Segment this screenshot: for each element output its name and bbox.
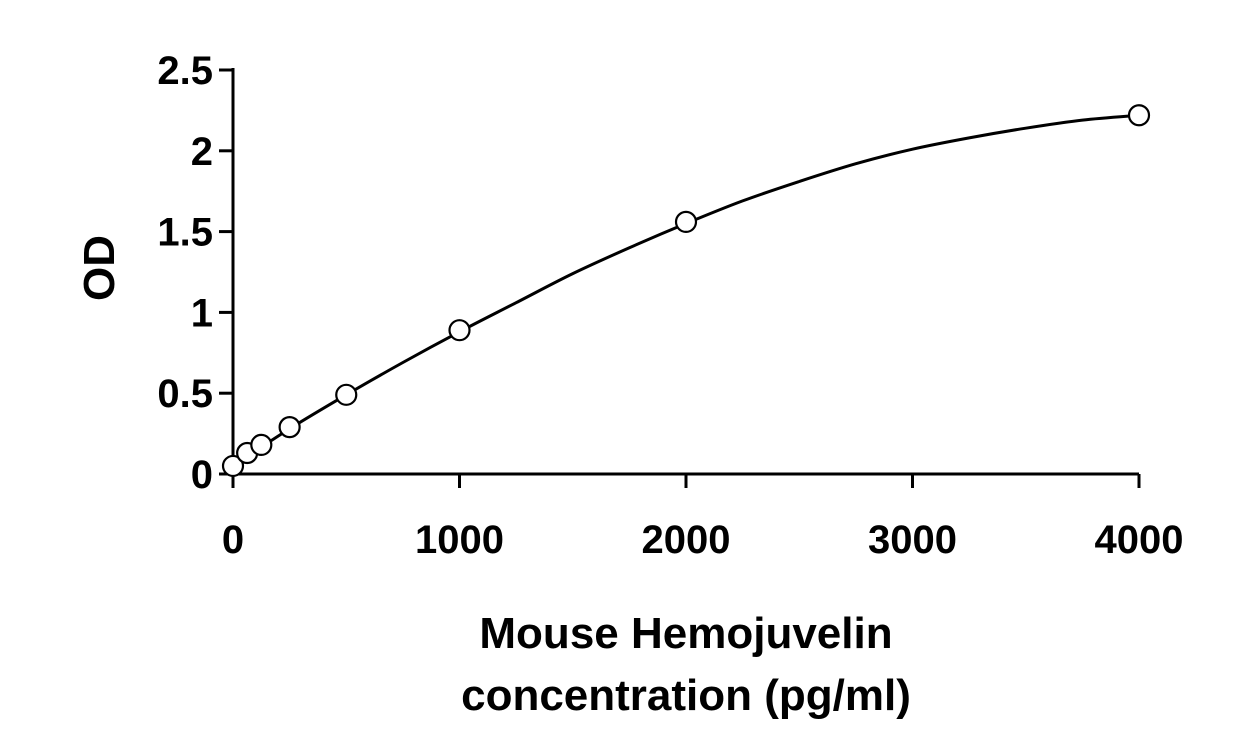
y-tick-label: 2 [191,130,213,174]
y-axis-title: OD [75,235,124,301]
data-point-marker [674,210,698,234]
data-point-marker [250,433,273,457]
x-tick-label: 0 [222,518,244,562]
axis-titles: OD Mouse Hemojuvelin concentration (pg/m… [75,235,911,720]
x-tick-label: 1000 [415,518,504,562]
y-axis-ticks: 0 0.5 1 1.5 2 2.5 [157,49,233,497]
fit-curve-line [232,113,1140,468]
x-axis-title-line-2: concentration (pg/ml) [461,671,911,720]
data-points [221,104,1151,478]
data-point-marker [335,383,358,406]
x-axis-ticks: 0 1000 2000 3000 4000 [222,474,1184,562]
fit-curve-group [232,113,1140,468]
x-tick-label: 2000 [642,518,731,562]
y-tick-label: 0 [191,453,213,497]
data-point-marker [278,416,301,439]
data-point-marker [221,454,245,478]
y-tick-label: 1 [191,291,213,335]
data-point-marker [448,319,471,342]
data-point-marker [1127,104,1151,127]
y-tick-label: 0.5 [157,372,213,416]
y-tick-label: 1.5 [157,211,213,255]
x-axis-title-line-1: Mouse Hemojuvelin [479,609,892,658]
x-tick-label: 4000 [1095,518,1184,562]
y-tick-label: 2.5 [157,49,213,93]
x-tick-label: 3000 [868,518,957,562]
axes [231,68,1139,476]
